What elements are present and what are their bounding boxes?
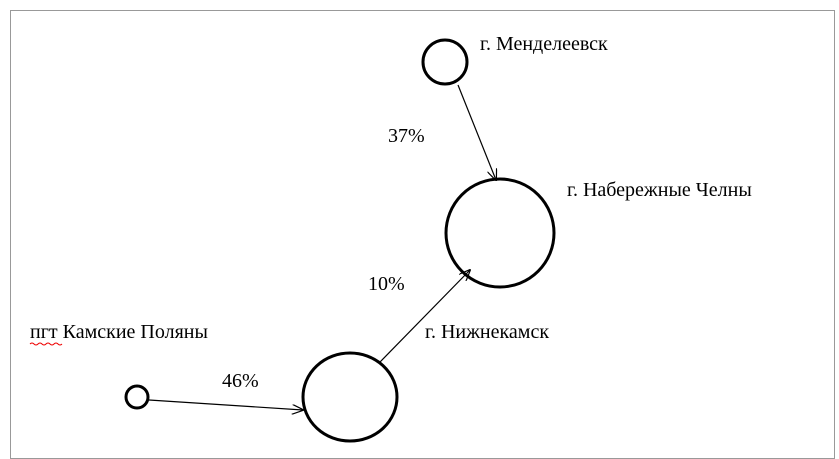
edge-label: 46% (222, 370, 259, 392)
spellcheck-underline (29, 342, 63, 346)
node-circle (124, 384, 150, 410)
edge-label: 37% (388, 125, 425, 147)
node-label: г. Менделеевск (480, 33, 608, 55)
node-label: пгт Камские Поляны (30, 321, 208, 343)
edge-arrow (379, 270, 470, 363)
node-circle (301, 351, 399, 443)
node-circle (444, 177, 556, 289)
edge-label: 10% (368, 273, 405, 295)
edge-arrow (457, 84, 496, 180)
node-label: г. Набережные Челны (567, 179, 752, 201)
edge-arrow (148, 399, 303, 410)
node-circle (421, 38, 469, 86)
node-label: г. Нижнекамск (425, 321, 549, 343)
